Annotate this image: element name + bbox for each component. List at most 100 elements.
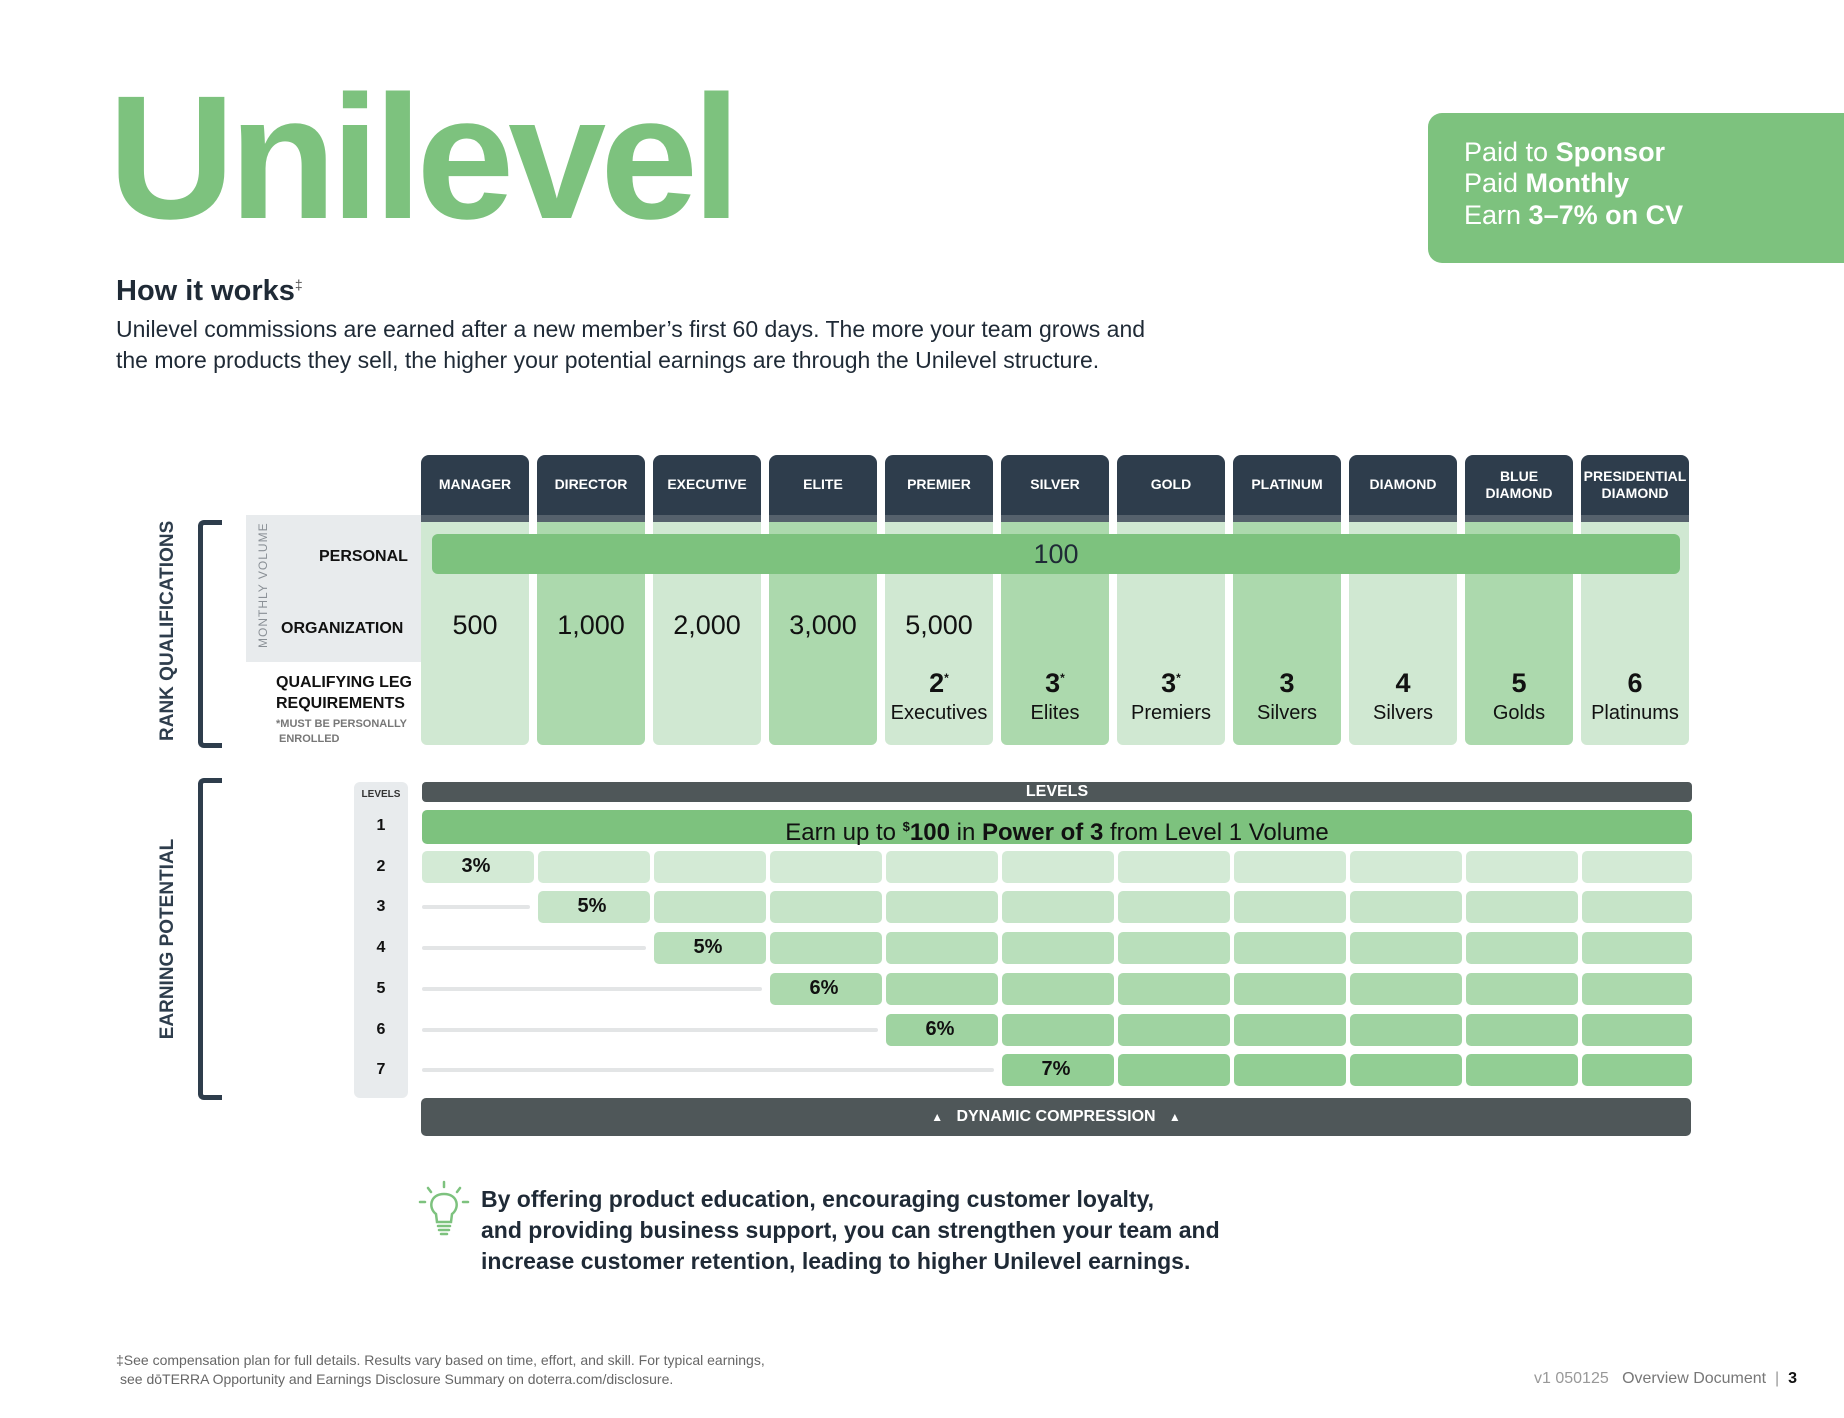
- level-cell: [1234, 932, 1346, 965]
- document-name: Overview Document: [1622, 1370, 1767, 1387]
- enrollment-note-2: ENROLLED: [279, 733, 340, 745]
- qualifying-leg-count: 6: [1581, 668, 1689, 699]
- earning-potential-bracket: [198, 778, 222, 1100]
- level-cell: [654, 850, 766, 883]
- level-cell: [1234, 972, 1346, 1005]
- levels-column-bg: [354, 782, 408, 1098]
- page-number: 3: [1788, 1370, 1797, 1387]
- levels-header-bar: LEVELS: [422, 782, 1692, 802]
- level-cell: [1002, 932, 1114, 965]
- dynamic-compression-label: DYNAMIC COMPRESSION: [956, 1108, 1156, 1125]
- rank-header: DIAMOND: [1349, 455, 1457, 515]
- rank-qualifications-bracket: [198, 520, 222, 748]
- qualifying-leg-rank: Premiers: [1130, 702, 1211, 724]
- separator: |: [1775, 1370, 1780, 1387]
- level-cell: [1234, 850, 1346, 883]
- level-percentage: 6%: [809, 976, 839, 999]
- organization-volume-value: 2,000: [673, 610, 741, 640]
- level-cell: [538, 850, 650, 883]
- level-cell: [770, 932, 882, 965]
- level-cell: [654, 932, 766, 965]
- monthly-volume-band: [246, 515, 421, 662]
- callout-line-2: Paid Monthly: [1464, 168, 1629, 199]
- personally-enrolled-mark: *: [1176, 671, 1181, 685]
- level-cell: [1002, 1054, 1114, 1087]
- qualifying-leg-rank: Golds: [1492, 702, 1546, 724]
- qualifying-leg-count: 5: [1465, 668, 1573, 699]
- level-percentage: 3%: [461, 854, 491, 877]
- level-cell: [1582, 1013, 1692, 1046]
- level-cell: [770, 891, 882, 924]
- qualifying-number: 3: [1045, 668, 1061, 698]
- intro-line-2: the more products they sell, the higher …: [116, 347, 1100, 373]
- level-1-power: Power of 3: [981, 819, 1104, 846]
- level-cell: [886, 972, 998, 1005]
- personal-volume-bar: 100: [432, 534, 1680, 574]
- qualifying-leg-count: 4: [1349, 668, 1457, 699]
- level-cell: [1118, 850, 1230, 883]
- level-percentage: 7%: [1041, 1058, 1071, 1081]
- rank-header: PRESIDENTIAL DIAMOND: [1581, 455, 1689, 515]
- level-number: 2: [376, 857, 386, 875]
- personally-enrolled-mark: *: [944, 671, 949, 685]
- level-cell: [1118, 891, 1230, 924]
- level-not-eligible-line: [422, 986, 762, 991]
- level-cell: [1234, 1054, 1346, 1087]
- callout-text: Paid to: [1464, 137, 1556, 167]
- qualifying-leg-rank: Elites: [1030, 702, 1080, 724]
- organization-label: ORGANIZATION: [281, 620, 404, 637]
- level-cell: [886, 850, 998, 883]
- levels-column-header: LEVELS: [361, 789, 401, 800]
- qualifying-number: 5: [1511, 668, 1527, 698]
- rank-qualifications-label: RANK QUALIFICATIONS: [157, 520, 178, 741]
- callout-bold: 3–7% on CV: [1528, 200, 1684, 230]
- level-1-text: Earn up to: [785, 819, 903, 846]
- rank-header: PREMIER: [885, 455, 993, 515]
- level-cell: [770, 972, 882, 1005]
- level-cell: [1118, 972, 1230, 1005]
- qualifying-leg-rank: Silvers: [1256, 702, 1317, 724]
- level-cell: [1582, 972, 1692, 1005]
- callout-bold: Monthly: [1525, 168, 1630, 198]
- level-cell: [886, 1013, 998, 1046]
- rank-header: DIRECTOR: [537, 455, 645, 515]
- intro-line-1: Unilevel commissions are earned after a …: [116, 316, 1146, 342]
- level-cell: [1118, 932, 1230, 965]
- level-number: 3: [376, 898, 386, 916]
- level-cell: [1350, 891, 1462, 924]
- level-not-eligible-line: [422, 946, 646, 951]
- level-not-eligible-line: [422, 905, 530, 910]
- page-title: Unilevel: [108, 60, 741, 256]
- dynamic-compression-bar: ▲ DYNAMIC COMPRESSION ▲: [421, 1098, 1691, 1136]
- level-cell: [770, 850, 882, 883]
- level-number: 4: [376, 939, 386, 957]
- level-cell: [886, 891, 998, 924]
- level-cell: [1350, 972, 1462, 1005]
- how-it-works-heading: How it works‡: [116, 275, 303, 308]
- level-cell: [1466, 972, 1578, 1005]
- level-cell: [1350, 932, 1462, 965]
- callout-bold: Sponsor: [1555, 137, 1666, 167]
- level-cell: [1582, 932, 1692, 965]
- qualifying-leg-rank: Executives: [890, 702, 988, 724]
- level-not-eligible-line: [422, 1027, 878, 1032]
- level-cell: [1002, 1013, 1114, 1046]
- lightbulb-icon: [418, 1180, 474, 1240]
- payout-callout: Paid to Sponsor Paid Monthly Earn 3–7% o…: [1428, 113, 1844, 263]
- version: v1 050125: [1534, 1370, 1609, 1387]
- level-cell: [1582, 850, 1692, 883]
- level-cell: [1582, 891, 1692, 924]
- arrow-up-icon: ▲: [931, 1110, 944, 1124]
- organization-volume-value: 500: [452, 610, 498, 640]
- tip-line-1: By offering product education, encouragi…: [481, 1186, 1155, 1212]
- callout-line-3: Earn 3–7% on CV: [1464, 200, 1683, 231]
- level-cell: [1234, 1013, 1346, 1046]
- qualifying-number: 4: [1395, 668, 1411, 698]
- rank-header: BLUE DIAMOND: [1465, 455, 1573, 515]
- level-cell: [1234, 891, 1346, 924]
- qualifying-leg-count: 3: [1233, 668, 1341, 699]
- qualifying-label-1: QUALIFYING LEG: [276, 674, 412, 691]
- level-number: 5: [376, 979, 386, 997]
- level-cell: [1002, 891, 1114, 924]
- rank-header: GOLD: [1117, 455, 1225, 515]
